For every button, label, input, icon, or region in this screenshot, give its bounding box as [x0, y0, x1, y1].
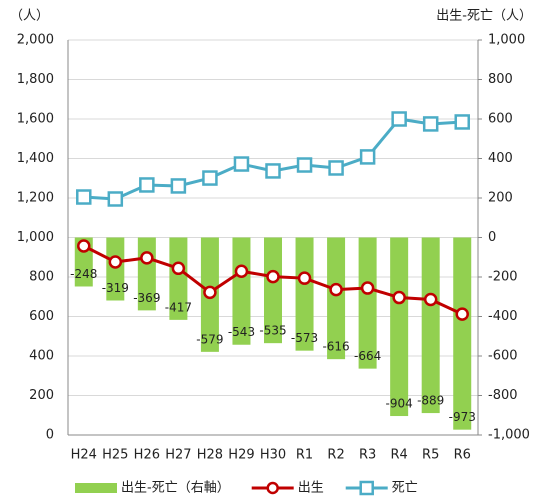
data-label: -535 — [259, 324, 286, 338]
data-label: -664 — [354, 349, 381, 363]
x-tick-label: H28 — [197, 448, 223, 463]
marker — [203, 285, 217, 300]
bar — [453, 237, 472, 430]
marker — [139, 177, 155, 193]
data-label: -904 — [386, 397, 413, 411]
y2-tick-label: 600 — [488, 112, 513, 127]
legend-label: 死亡 — [392, 481, 418, 496]
legend-marker — [359, 480, 374, 496]
marker — [170, 178, 187, 194]
y2-tick-label: 800 — [488, 72, 513, 87]
x-tick-label: H29 — [228, 448, 254, 463]
data-label: -573 — [291, 331, 318, 345]
marker — [454, 114, 470, 130]
y-tick-label: 1,200 — [17, 191, 54, 206]
y-tick-label: 2,000 — [17, 33, 54, 48]
x-tick-label: R6 — [454, 448, 471, 463]
data-label: -417 — [165, 300, 192, 314]
marker — [392, 290, 406, 305]
marker — [328, 160, 344, 176]
marker — [76, 189, 92, 205]
x-tick-label: H25 — [102, 448, 128, 463]
bar — [295, 237, 314, 351]
data-label: -616 — [322, 340, 349, 354]
marker — [422, 116, 439, 132]
y-tick-label: 1,400 — [17, 151, 54, 166]
marker — [265, 163, 281, 179]
bar — [106, 237, 125, 301]
marker — [77, 239, 91, 253]
x-tick-label: R3 — [359, 448, 376, 463]
marker — [296, 157, 313, 173]
y-tick-label: 1,800 — [17, 72, 54, 87]
y2-tick-label: -1,000 — [488, 428, 530, 443]
marker — [360, 281, 375, 295]
x-tick-label: H24 — [71, 448, 97, 463]
marker — [391, 111, 407, 127]
y2-tick-label: 200 — [488, 191, 513, 206]
marker — [359, 149, 376, 165]
bar — [327, 237, 346, 360]
x-tick-label: H27 — [165, 448, 191, 463]
bar — [264, 237, 282, 344]
data-label: -889 — [417, 394, 444, 408]
data-label: -973 — [449, 410, 476, 424]
y2-tick-label: -200 — [488, 270, 518, 285]
y-tick-label: 600 — [29, 309, 54, 324]
marker — [107, 191, 124, 207]
bar — [358, 237, 377, 369]
y-tick-label: 1,000 — [17, 230, 54, 245]
legend-swatch — [75, 483, 117, 493]
x-tick-label: R4 — [390, 448, 407, 463]
data-label: -579 — [196, 332, 223, 346]
marker — [108, 255, 123, 269]
data-label: -319 — [102, 281, 129, 295]
marker — [266, 269, 280, 284]
marker — [455, 307, 469, 321]
bar — [232, 237, 251, 345]
y2-axis-label: 出生-死亡（人） — [436, 9, 532, 24]
y2-tick-label: 1,000 — [488, 33, 525, 48]
marker — [202, 170, 218, 186]
data-label: -369 — [133, 291, 160, 305]
y-tick-label: 1,600 — [17, 112, 54, 127]
marker — [140, 251, 154, 265]
y-tick-label: 400 — [29, 349, 54, 364]
y2-tick-label: -400 — [488, 309, 518, 324]
y2-tick-label: -800 — [488, 388, 518, 403]
bar — [390, 237, 409, 417]
marker — [329, 282, 343, 297]
y-tick-label: 800 — [29, 270, 54, 285]
x-tick-label: H30 — [260, 448, 286, 463]
y2-tick-label: 0 — [488, 230, 496, 245]
legend-label: 出生-死亡（右軸） — [121, 481, 230, 496]
data-label: -543 — [228, 325, 255, 339]
bar — [421, 237, 440, 414]
marker — [233, 156, 250, 172]
x-tick-label: R1 — [296, 448, 313, 463]
y2-tick-label: 400 — [488, 151, 513, 166]
data-label: -248 — [70, 267, 97, 281]
legend-label: 出生 — [298, 481, 324, 496]
y2-tick-label: -600 — [488, 349, 518, 364]
marker — [423, 292, 438, 307]
legend-marker — [266, 481, 279, 495]
marker — [234, 264, 249, 279]
y-tick-label: 200 — [29, 388, 54, 403]
bar — [169, 237, 188, 320]
marker — [297, 271, 312, 285]
y-axis-label: （人） — [10, 9, 49, 24]
marker — [171, 261, 186, 276]
x-tick-label: R2 — [327, 448, 344, 463]
x-tick-label: H26 — [134, 448, 160, 463]
y-tick-label: 0 — [46, 428, 54, 443]
x-tick-label: R5 — [422, 448, 439, 463]
